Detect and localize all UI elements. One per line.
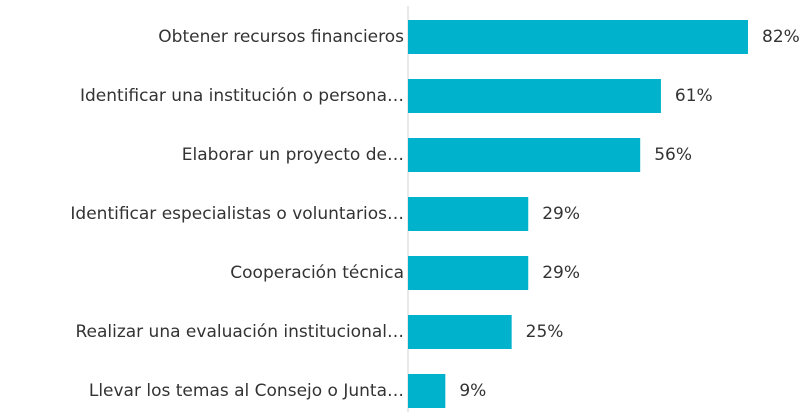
bar [408,79,661,113]
bar [408,20,748,54]
bar [408,374,446,408]
category-label: Cooperación técnica [230,263,404,283]
value-label: 29% [542,263,580,283]
category-label: Realizar una evaluación institucional… [75,322,404,342]
category-label: Identificar especialistas o voluntarios… [70,204,404,224]
bar [408,138,641,172]
bar [408,256,529,290]
category-label: Elaborar un proyecto de… [182,145,404,165]
value-label: 82% [762,27,800,47]
category-label: Identificar una institución o persona… [80,86,404,106]
value-label: 9% [459,381,486,401]
value-label: 56% [654,145,692,165]
bar [408,315,512,349]
value-label: 25% [526,322,564,342]
value-label: 29% [542,204,580,224]
bar [408,197,529,231]
category-label: Llevar los temas al Consejo o Junta… [89,381,404,401]
category-label: Obtener recursos financieros [158,27,404,47]
value-label: 61% [675,86,713,106]
